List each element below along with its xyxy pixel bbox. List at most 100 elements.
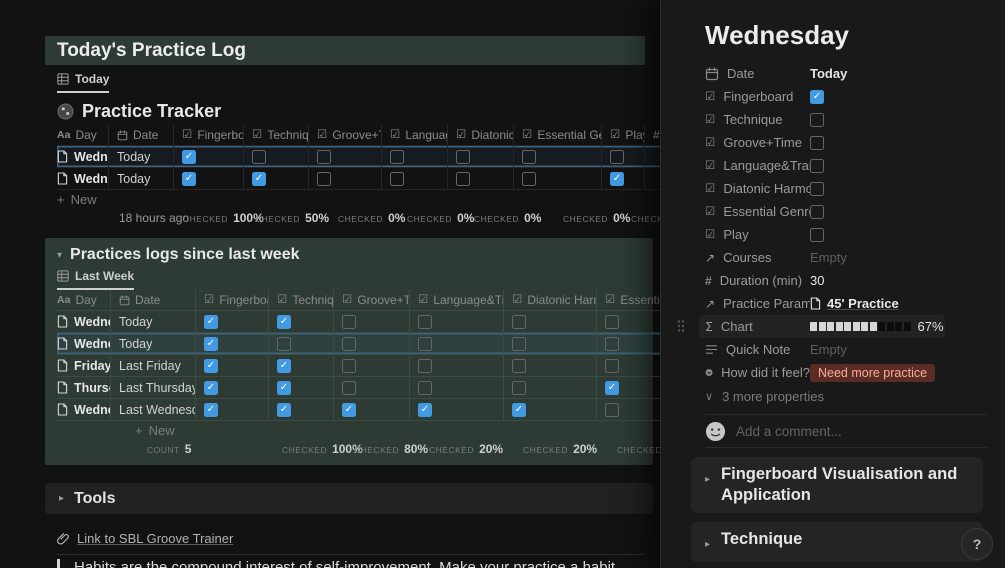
- cell[interactable]: [514, 146, 602, 167]
- cell[interactable]: [514, 168, 602, 189]
- cell[interactable]: [645, 168, 660, 189]
- column-header-play[interactable]: ☑Play: [602, 125, 645, 145]
- cell[interactable]: [196, 377, 269, 398]
- checkbox[interactable]: [605, 402, 619, 417]
- checkbox[interactable]: [342, 358, 356, 373]
- toggle-open-icon[interactable]: ▾: [57, 249, 63, 261]
- cell[interactable]: [269, 377, 334, 398]
- section-toggle-fingerboard-visualisation[interactable]: ▸ Fingerboard Visualisation and Applicat…: [691, 457, 983, 513]
- day-cell[interactable]: Friday: [57, 355, 111, 376]
- date-cell[interactable]: Today: [111, 311, 196, 332]
- help-button[interactable]: ?: [961, 528, 993, 560]
- property-row-quick-note[interactable]: Quick Note Empty: [705, 338, 985, 361]
- checkbox[interactable]: [810, 112, 824, 127]
- cell[interactable]: [244, 146, 309, 167]
- checkbox[interactable]: [512, 336, 526, 351]
- toggle-closed-icon[interactable]: ▸: [705, 539, 711, 550]
- practice-page-link[interactable]: 45' Practice: [827, 296, 899, 311]
- property-row-fingerboard[interactable]: ☑ Fingerboard: [705, 85, 985, 108]
- cell[interactable]: [334, 333, 410, 354]
- checkbox[interactable]: [342, 314, 356, 329]
- property-row-diatonic[interactable]: ☑ Diatonic Harmony: [705, 177, 985, 200]
- table-row[interactable]: Wednesday Today: [57, 168, 660, 190]
- view-tab-lastweek[interactable]: Last Week: [57, 269, 135, 290]
- checkbox[interactable]: [456, 149, 470, 164]
- cell[interactable]: [410, 399, 504, 420]
- peek-page-title[interactable]: Wednesday: [705, 20, 850, 50]
- cell[interactable]: [645, 146, 660, 167]
- cell[interactable]: [410, 333, 504, 354]
- cell[interactable]: [410, 377, 504, 398]
- cell[interactable]: [269, 355, 334, 376]
- checkbox[interactable]: [418, 380, 432, 395]
- date-cell[interactable]: Last Thursday: [111, 377, 196, 398]
- cell[interactable]: [597, 377, 660, 398]
- checkbox[interactable]: [512, 402, 526, 417]
- checkbox[interactable]: [277, 314, 291, 329]
- feel-tag[interactable]: Need more practice: [810, 363, 936, 382]
- cell[interactable]: [244, 168, 309, 189]
- lastweek-heading[interactable]: ▾ Practices logs since last week: [57, 244, 653, 266]
- courses-value[interactable]: Empty: [810, 250, 847, 265]
- checkbox[interactable]: [610, 149, 624, 164]
- checkbox[interactable]: [418, 336, 432, 351]
- cell[interactable]: [410, 311, 504, 332]
- checkbox[interactable]: [605, 380, 619, 395]
- section-toggle-technique[interactable]: ▸ Technique: [691, 522, 983, 562]
- property-row-language[interactable]: ☑ Language&Transc: [705, 154, 985, 177]
- cell[interactable]: [382, 168, 448, 189]
- column-header-fingerboard[interactable]: ☑Fingerboard: [174, 125, 244, 145]
- footer-stat[interactable]: CHECKED 0%: [474, 211, 542, 225]
- footer-stat[interactable]: CHECKED 100%: [282, 442, 363, 456]
- date-cell[interactable]: Last Wednesday: [111, 399, 196, 420]
- footer-stat[interactable]: CHECKED 0%: [407, 211, 475, 225]
- checkbox[interactable]: [605, 336, 619, 351]
- checkbox[interactable]: [342, 380, 356, 395]
- new-row-button[interactable]: + New: [135, 422, 175, 438]
- cell[interactable]: [410, 355, 504, 376]
- cell[interactable]: [309, 146, 382, 167]
- cell[interactable]: [196, 311, 269, 332]
- cell[interactable]: [269, 311, 334, 332]
- cell[interactable]: [597, 311, 660, 332]
- footer-stat[interactable]: CHECKED 0%: [563, 211, 631, 225]
- day-cell[interactable]: Wednesday: [57, 311, 111, 332]
- table-row[interactable]: Thursday Last Thursday: [57, 377, 660, 399]
- property-row-play[interactable]: ☑ Play: [705, 223, 985, 246]
- cell[interactable]: [504, 311, 597, 332]
- cell[interactable]: [334, 399, 410, 420]
- checkbox[interactable]: [810, 89, 824, 104]
- checkbox[interactable]: [810, 181, 824, 196]
- column-header-day[interactable]: Aa Day: [57, 125, 109, 145]
- checkbox[interactable]: [418, 402, 432, 417]
- column-header-technique[interactable]: ☑Technique: [269, 290, 334, 310]
- checkbox[interactable]: [418, 358, 432, 373]
- property-row-technique[interactable]: ☑ Technique: [705, 108, 985, 131]
- column-header-groove[interactable]: ☑Groove+Time: [334, 290, 410, 310]
- table-row[interactable]: Wednesday Today: [57, 333, 660, 355]
- day-cell[interactable]: Wednesday: [57, 333, 111, 354]
- quote-block[interactable]: Habits are the compound interest of self…: [57, 559, 660, 568]
- date-value[interactable]: Today: [810, 66, 848, 81]
- checkbox[interactable]: [317, 149, 331, 164]
- property-row-chart[interactable]: Σ Chart 67%: [677, 315, 945, 338]
- toggle-closed-icon[interactable]: ▸: [59, 493, 65, 504]
- duration-value[interactable]: 30: [810, 273, 825, 288]
- checkbox[interactable]: [204, 336, 218, 351]
- column-header-technique[interactable]: ☑Technique: [244, 125, 309, 145]
- column-header-groove[interactable]: ☑Groove+Time: [309, 125, 382, 145]
- property-row-duration[interactable]: # Duration (min) 30: [705, 269, 985, 292]
- cell[interactable]: [504, 333, 597, 354]
- checkbox[interactable]: [204, 358, 218, 373]
- cell[interactable]: [448, 146, 514, 167]
- column-header-essential[interactable]: ☑Essential Genres: [597, 290, 660, 310]
- cell[interactable]: [334, 377, 410, 398]
- checkbox[interactable]: [810, 135, 824, 150]
- table-row[interactable]: Wednesday Last Wednesday: [57, 399, 660, 421]
- day-cell[interactable]: Wednesday: [57, 399, 111, 420]
- table-row[interactable]: Friday Last Friday: [57, 355, 660, 377]
- cell[interactable]: [602, 168, 645, 189]
